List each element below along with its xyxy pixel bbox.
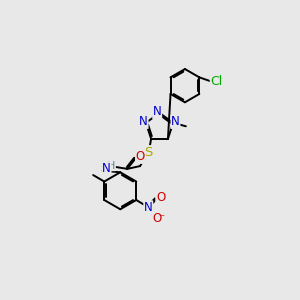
- Text: N: N: [102, 162, 111, 175]
- Text: O: O: [156, 191, 165, 204]
- Text: N: N: [144, 201, 153, 214]
- Text: N: N: [171, 116, 180, 128]
- Text: N: N: [139, 116, 148, 128]
- Text: O: O: [136, 150, 145, 163]
- Text: O: O: [152, 212, 161, 226]
- Text: ⁻: ⁻: [158, 212, 164, 225]
- Text: N: N: [153, 106, 162, 118]
- Text: Cl: Cl: [210, 76, 223, 88]
- Text: H: H: [107, 160, 115, 171]
- Text: S: S: [145, 146, 153, 159]
